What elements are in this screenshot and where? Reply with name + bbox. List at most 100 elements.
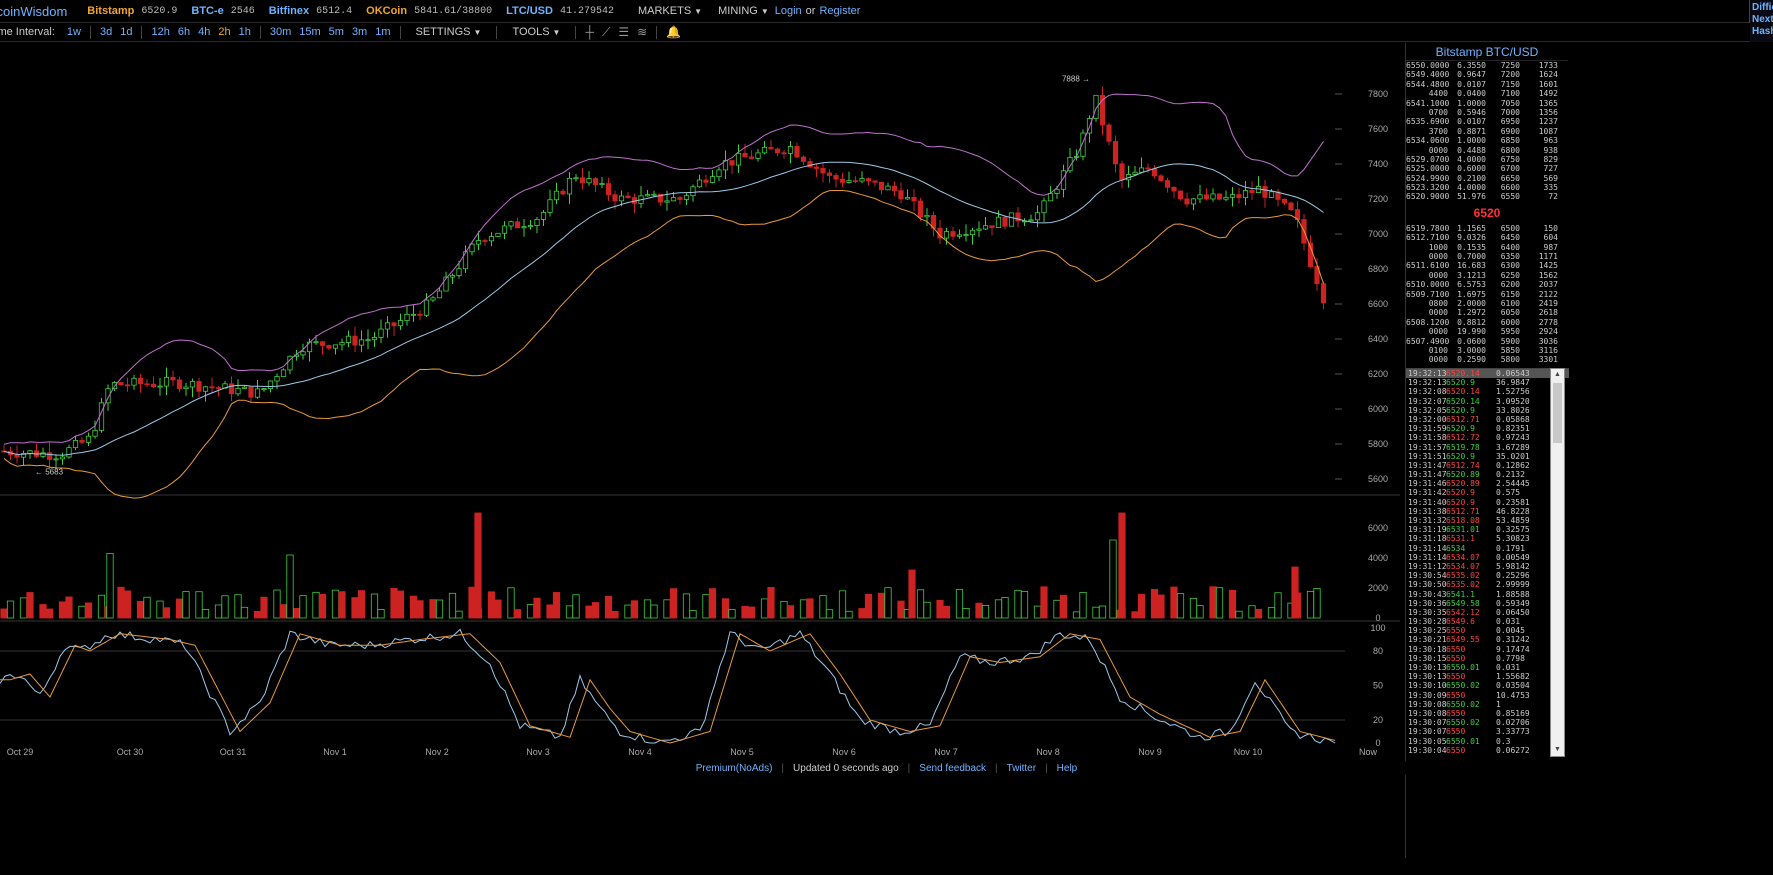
interval-30m[interactable]: 30m bbox=[269, 26, 292, 38]
ticker-ltcusd[interactable]: LTC/USD 41.279542 bbox=[506, 5, 614, 17]
scroll-thumb[interactable] bbox=[1553, 383, 1562, 443]
interval-12h[interactable]: 12h bbox=[151, 26, 170, 38]
candle-body bbox=[1288, 202, 1294, 211]
tools-menu[interactable]: TOOLS ▼ bbox=[512, 26, 560, 38]
trade-row: 19:31:12 6534.07 5.98142 bbox=[1406, 562, 1569, 571]
trade-cell: 6520.14 bbox=[1446, 387, 1480, 397]
candle-body bbox=[105, 388, 111, 404]
volume-bar bbox=[455, 610, 463, 619]
candle-body bbox=[1262, 186, 1268, 198]
bid-cell: 6500 bbox=[1500, 223, 1520, 233]
volume-bar bbox=[84, 602, 93, 619]
trade-row: 19:31:14 6534.07 0.00549 bbox=[1406, 553, 1569, 562]
ticker-bitstamp[interactable]: Bitstamp 6520.9 bbox=[87, 5, 177, 17]
candle-body bbox=[618, 195, 625, 202]
fib-tool-icon[interactable]: ≋ bbox=[637, 25, 648, 39]
bid-cell: 150 bbox=[1543, 223, 1558, 233]
markets-menu[interactable]: MARKETS ▼ bbox=[638, 5, 702, 17]
candle-body bbox=[144, 383, 150, 386]
volume-bar bbox=[565, 605, 574, 619]
candle-body bbox=[911, 197, 917, 202]
trade-cell: 6519.78 bbox=[1446, 442, 1480, 452]
register-link[interactable]: Register bbox=[819, 5, 861, 17]
volume-bar bbox=[1215, 587, 1224, 619]
crosshair-tool-icon[interactable]: ┼ bbox=[585, 25, 594, 39]
separator bbox=[496, 25, 498, 39]
premium-link[interactable]: Premium(NoAds) bbox=[695, 762, 773, 774]
trade-history[interactable]: 19:32:13 6520.14 0.06543 19:32:13 6520.9 36.9… bbox=[1406, 368, 1569, 858]
bid-cell: 0000 bbox=[1428, 270, 1448, 280]
interval-1d[interactable]: 1d bbox=[120, 26, 133, 38]
interval-1w[interactable]: 1w bbox=[66, 26, 81, 38]
ask-cell: 1.0000 bbox=[1457, 136, 1486, 146]
mining-menu[interactable]: MINING ▼ bbox=[718, 5, 769, 17]
trade-history-scrollbar[interactable]: ▲ ▼ bbox=[1550, 368, 1565, 757]
x-axis-label: Nov 8 bbox=[1036, 747, 1060, 757]
bid-cell: 2924 bbox=[1538, 327, 1558, 337]
settings-menu[interactable]: SETTINGS ▼ bbox=[416, 26, 482, 38]
chart-canvas[interactable]: 7800 7600 7400 7200 7000 6800 6600 6400 6200 6000… bbox=[0, 43, 1400, 758]
volume-bar bbox=[1072, 611, 1081, 619]
hline-tool-icon[interactable]: ☰ bbox=[618, 25, 630, 39]
interval-2h[interactable]: 2h bbox=[218, 26, 231, 38]
or-text: or bbox=[805, 5, 816, 17]
interval-15m[interactable]: 15m bbox=[299, 26, 321, 38]
trade-cell: 1.55682 bbox=[1496, 672, 1530, 682]
interval-5m[interactable]: 5m bbox=[328, 26, 344, 38]
interval-3m[interactable]: 3m bbox=[351, 26, 368, 38]
site-logo[interactable]: itcoinWisdom bbox=[0, 3, 68, 19]
volume-bar bbox=[962, 608, 970, 619]
candle-body bbox=[1242, 190, 1249, 199]
candle-body bbox=[748, 156, 755, 159]
ticker-btce[interactable]: BTC-e 2546 bbox=[191, 5, 254, 17]
line-tool-icon[interactable]: ⟋ bbox=[601, 24, 611, 39]
orderbook-title[interactable]: Bitstamp BTC/USD bbox=[1406, 43, 1568, 61]
candle-body bbox=[917, 200, 924, 218]
trade-cell: 33.8026 bbox=[1496, 405, 1530, 415]
alert-bell-icon[interactable]: 🔔 bbox=[666, 25, 682, 39]
footer: Premium(NoAds) | Updated 0 seconds ago |… bbox=[0, 761, 1773, 775]
ticker-okcoin[interactable]: OKCoin 5841.61/38800 bbox=[366, 5, 492, 17]
trade-cell: 6520.89 bbox=[1446, 470, 1480, 480]
volume-bar bbox=[838, 590, 847, 619]
ask-cell: 0700 bbox=[1428, 107, 1448, 117]
volume-bar bbox=[702, 594, 710, 619]
trade-row: 19:30:08 6550 0.85169 bbox=[1406, 709, 1569, 718]
ask-cell: 6900 bbox=[1500, 126, 1520, 136]
interval-3d[interactable]: 3d bbox=[99, 26, 113, 38]
volume-bar bbox=[26, 592, 34, 619]
interval-4h[interactable]: 4h bbox=[198, 26, 211, 38]
candle-body bbox=[735, 152, 742, 166]
interval-1m[interactable]: 1m bbox=[375, 26, 391, 38]
ask-cell: 4400 bbox=[1428, 89, 1448, 99]
x-axis-label: Nov 4 bbox=[628, 747, 652, 757]
volume-bar bbox=[39, 604, 47, 619]
scroll-down-icon[interactable]: ▼ bbox=[1554, 746, 1561, 753]
volume-bar bbox=[877, 592, 886, 619]
x-axis-label: Nov 3 bbox=[526, 747, 550, 757]
volume-bar bbox=[572, 594, 580, 619]
ask-row: 3700 0.8871 6900 1087 bbox=[1406, 127, 1568, 136]
scroll-up-icon[interactable]: ▲ bbox=[1554, 371, 1561, 378]
bid-cell: 1425 bbox=[1538, 261, 1558, 271]
volume-bar bbox=[767, 586, 775, 619]
trade-cell: 3.33773 bbox=[1496, 727, 1530, 737]
orderbook-bids: 6519.7800 1.1565 6500 150 6512.7100 9.0326 645… bbox=[1406, 224, 1568, 365]
volume-bar bbox=[546, 604, 554, 619]
interval-6h[interactable]: 6h bbox=[177, 26, 191, 38]
bid-cell: 5950 bbox=[1500, 327, 1520, 337]
help-link[interactable]: Help bbox=[1056, 762, 1078, 774]
ask-cell: 0.0107 bbox=[1457, 117, 1486, 127]
ticker-bitfinex[interactable]: Bitfinex 6512.4 bbox=[269, 5, 352, 17]
candle-body bbox=[670, 197, 677, 202]
candle-body bbox=[157, 385, 163, 388]
login-link[interactable]: Login bbox=[774, 5, 802, 17]
trade-row: 19:30:50 6535.02 2.99999 bbox=[1406, 580, 1569, 589]
price-chart[interactable]: 7800 7600 7400 7200 7000 6800 6600 6400 6200 6000… bbox=[0, 43, 1400, 858]
feedback-link[interactable]: Send feedback bbox=[919, 762, 986, 774]
interval-1h[interactable]: 1h bbox=[238, 26, 251, 38]
trade-cell: 6520.9 bbox=[1446, 378, 1475, 388]
volume-bar bbox=[936, 599, 944, 619]
volume-bar bbox=[604, 595, 613, 619]
twitter-link[interactable]: Twitter bbox=[1006, 762, 1037, 774]
